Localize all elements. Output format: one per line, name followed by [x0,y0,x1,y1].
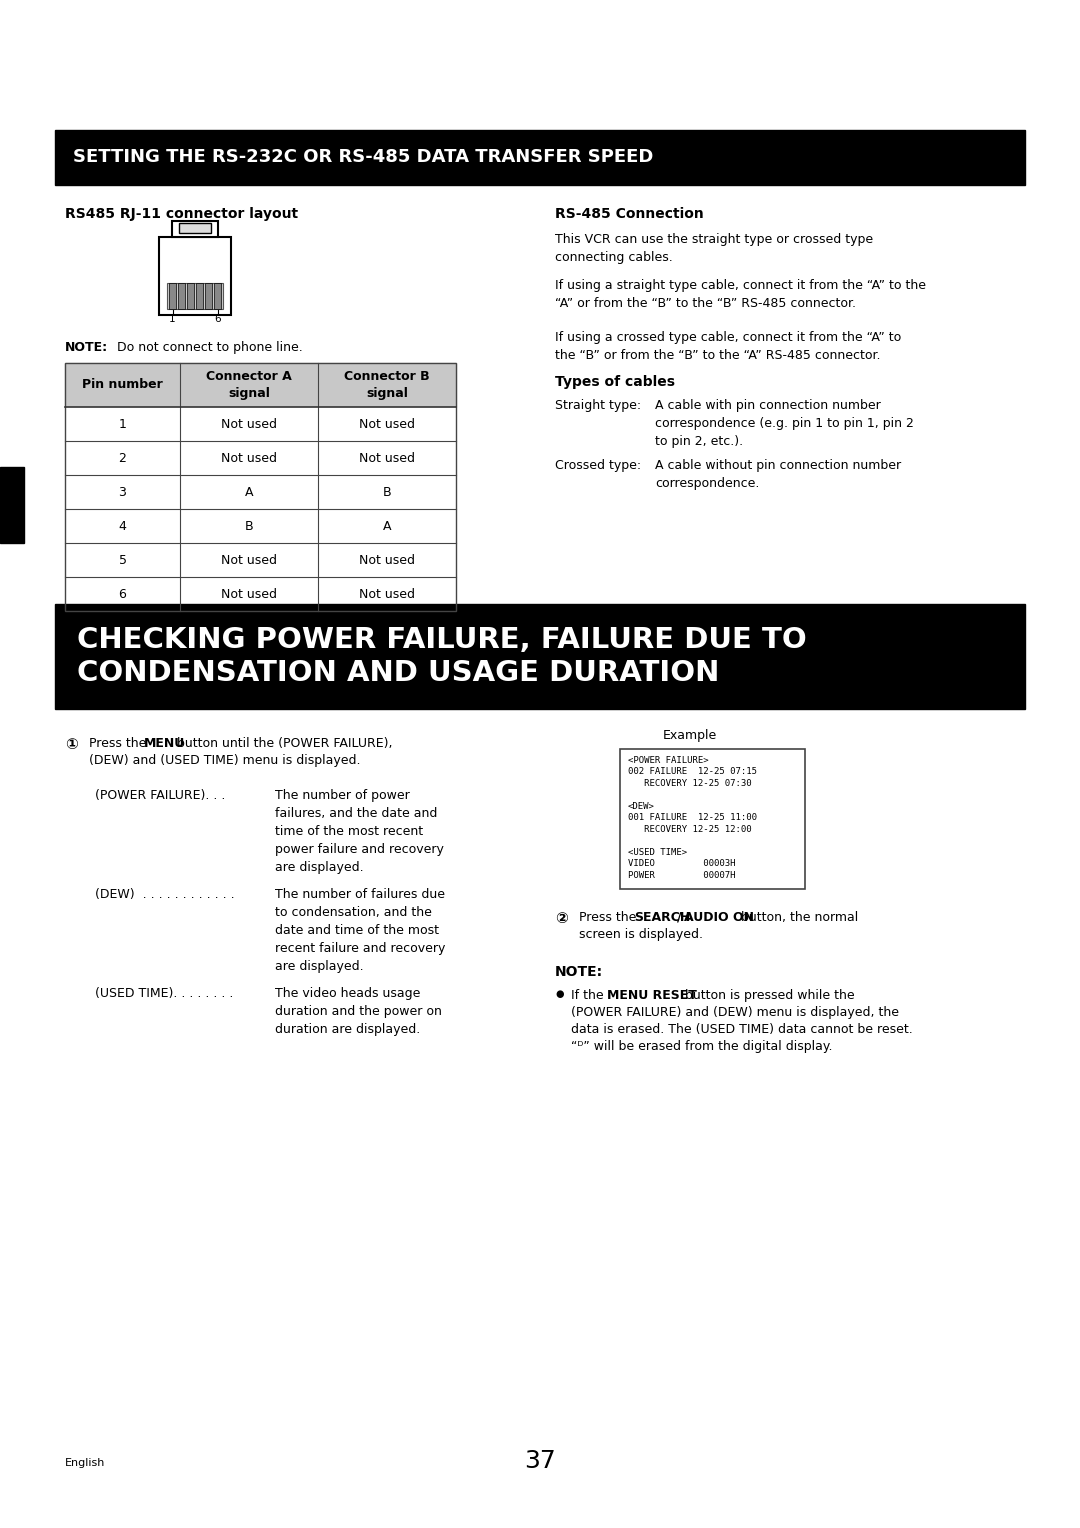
Text: ●: ● [555,989,564,999]
Text: Straight type:: Straight type: [555,399,642,413]
Text: Not used: Not used [359,451,415,465]
Text: 5: 5 [119,553,126,567]
Text: VIDEO         00003H: VIDEO 00003H [627,859,735,868]
Text: Press the: Press the [89,736,150,750]
Text: If using a crossed type cable, connect it from the “A” to
the “B” or from the “B: If using a crossed type cable, connect i… [555,332,901,362]
Text: 001 FAILURE  12-25 11:00: 001 FAILURE 12-25 11:00 [627,813,757,822]
Text: English: English [65,1458,106,1468]
Text: The number of failures due
to condensation, and the
date and time of the most
re: The number of failures due to condensati… [275,888,445,973]
Text: B:  Inverting driver output/receiver input: B: Inverting driver output/receiver inpu… [65,649,307,662]
Bar [65,442,456,475]
Bar [168,283,176,309]
Text: ①: ① [65,736,78,752]
Text: /: / [677,911,681,924]
Text: Crossed type:: Crossed type: [555,458,642,472]
Text: 2: 2 [119,451,126,465]
Text: If the: If the [571,989,608,1002]
Text: Pin number: Pin number [82,379,163,391]
Text: SEARCH: SEARCH [634,911,690,924]
Bar [187,283,194,309]
Text: ②: ② [555,911,568,926]
Bar [65,364,456,406]
Bar [179,223,211,232]
Text: (POWER FAILURE) and (DEW) menu is displayed, the: (POWER FAILURE) and (DEW) menu is displa… [571,1005,899,1019]
Text: (USED TIME). . . . . . . .: (USED TIME). . . . . . . . [95,987,233,999]
Bar [172,222,218,237]
Bar [55,130,1025,185]
Text: Types of cables: Types of cables [555,374,675,390]
Text: Not used: Not used [221,451,276,465]
Text: 1: 1 [119,417,126,431]
Bar [65,475,456,509]
Bar [178,283,185,309]
Text: Not used: Not used [359,587,415,601]
Bar [65,364,456,611]
Text: A cable without pin connection number
correspondence.: A cable without pin connection number co… [654,458,901,490]
Bar [65,542,456,578]
Text: AUDIO ON: AUDIO ON [684,911,754,924]
Text: SETTING THE RS-232C OR RS-485 DATA TRANSFER SPEED: SETTING THE RS-232C OR RS-485 DATA TRANS… [73,148,653,167]
Text: <POWER FAILURE>: <POWER FAILURE> [627,756,708,766]
Text: RECOVERY 12-25 12:00: RECOVERY 12-25 12:00 [627,825,752,834]
Text: The video heads usage
duration and the power on
duration are displayed.: The video heads usage duration and the p… [275,987,442,1036]
Text: Not used: Not used [359,553,415,567]
Text: Do not connect to phone line.: Do not connect to phone line. [113,341,302,354]
Bar [65,406,456,442]
Text: CHECKING POWER FAILURE, FAILURE DUE TO
CONDENSATION AND USAGE DURATION: CHECKING POWER FAILURE, FAILURE DUE TO C… [77,626,807,688]
Text: This VCR can use the straight type or crossed type
connecting cables.: This VCR can use the straight type or cr… [555,232,873,264]
Text: Not used: Not used [221,553,276,567]
Text: <DEW>: <DEW> [627,802,654,811]
Bar [620,749,805,889]
Text: 6: 6 [119,587,126,601]
Text: (DEW) and (USED TIME) menu is displayed.: (DEW) and (USED TIME) menu is displayed. [89,753,361,767]
Text: Press the: Press the [579,911,640,924]
Text: Not used: Not used [221,587,276,601]
Text: button until the (POWER FAILURE),: button until the (POWER FAILURE), [173,736,392,750]
Text: A:  Non-inverting driver output/receiver input: A: Non-inverting driver output/receiver … [65,630,334,642]
Text: Not used: Not used [359,417,415,431]
Text: data is erased. The (USED TIME) data cannot be reset.: data is erased. The (USED TIME) data can… [571,1024,913,1036]
Text: (POWER FAILURE). . .: (POWER FAILURE). . . [95,788,226,802]
Text: MENU RESET: MENU RESET [607,989,697,1002]
Text: NOTE:: NOTE: [65,341,108,354]
Bar [65,578,456,611]
Text: The number of power
failures, and the date and
time of the most recent
power fai: The number of power failures, and the da… [275,788,444,874]
Text: Connector B
signal: Connector B signal [345,370,430,399]
Bar [55,604,1025,709]
Bar [167,283,222,309]
Bar [205,283,212,309]
Text: <USED TIME>: <USED TIME> [627,848,687,857]
Text: NOTE:: NOTE: [555,966,603,979]
Text: B: B [382,486,391,498]
Text: Not used: Not used [221,417,276,431]
Text: A cable with pin connection number
correspondence (e.g. pin 1 to pin 1, pin 2
to: A cable with pin connection number corre… [654,399,914,448]
Text: B: B [245,520,254,532]
Text: RS485 RJ-11 connector layout: RS485 RJ-11 connector layout [65,206,298,222]
Text: 1: 1 [170,313,176,324]
Text: POWER         00007H: POWER 00007H [627,871,735,880]
Text: A: A [245,486,253,498]
Text: “ᴰ” will be erased from the digital display.: “ᴰ” will be erased from the digital disp… [571,1041,833,1053]
Bar [0,468,24,542]
Text: (DEW)  . . . . . . . . . . . .: (DEW) . . . . . . . . . . . . [95,888,234,902]
Text: 3: 3 [119,486,126,498]
Bar [159,237,231,315]
Text: A: A [382,520,391,532]
Text: screen is displayed.: screen is displayed. [579,927,703,941]
Text: 002 FAILURE  12-25 07:15: 002 FAILURE 12-25 07:15 [627,767,757,776]
Text: If using a straight type cable, connect it from the “A” to the
“A” or from the “: If using a straight type cable, connect … [555,280,926,310]
Text: Example: Example [663,729,717,743]
Bar [195,283,203,309]
Text: button is pressed while the: button is pressed while the [681,989,854,1002]
Bar [214,283,221,309]
Text: button, the normal: button, the normal [737,911,859,924]
Text: 4: 4 [119,520,126,532]
Bar [65,509,456,542]
Text: 6: 6 [214,313,220,324]
Text: MENU: MENU [144,736,186,750]
Text: RS-485 Connection: RS-485 Connection [555,206,704,222]
Text: RECOVERY 12-25 07:30: RECOVERY 12-25 07:30 [627,779,752,788]
Text: Connector A
signal: Connector A signal [206,370,292,399]
Text: 37: 37 [524,1449,556,1473]
